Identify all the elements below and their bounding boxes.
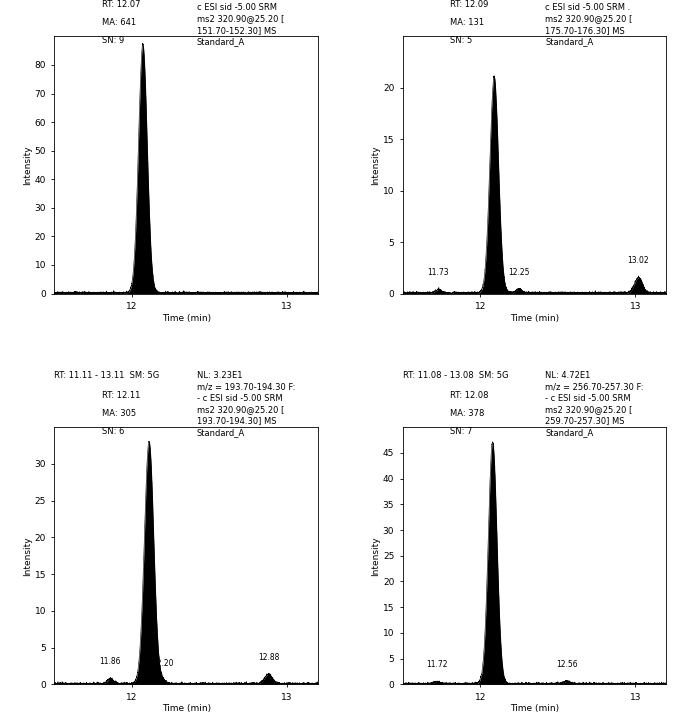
Text: 12.20: 12.20 (152, 659, 174, 668)
Text: 12.56: 12.56 (556, 660, 578, 669)
Text: SN: 6: SN: 6 (102, 427, 124, 436)
Text: 11.86: 11.86 (99, 657, 121, 666)
Text: SN: 7: SN: 7 (450, 427, 473, 436)
Text: 12.88: 12.88 (258, 653, 279, 662)
Text: MA: 305: MA: 305 (102, 409, 136, 418)
Text: 13.02: 13.02 (628, 256, 649, 265)
Text: MA: 131: MA: 131 (450, 18, 484, 28)
Text: SN: 9: SN: 9 (102, 36, 124, 45)
Y-axis label: Intensity: Intensity (23, 536, 32, 576)
Text: 11.73: 11.73 (428, 268, 449, 277)
X-axis label: Time (min): Time (min) (510, 705, 559, 713)
Text: NL: 2.11E1
m/z = 175.70-176.30 F: -
c ESI sid -5.00 SRM .
ms2 320.90@25.20 [
175: NL: 2.11E1 m/z = 175.70-176.30 F: - c ES… (545, 0, 649, 46)
Text: 12.25: 12.25 (508, 268, 530, 277)
Y-axis label: Intensity: Intensity (371, 145, 380, 185)
Text: RT: 12.09: RT: 12.09 (450, 1, 488, 9)
Text: RT: 11.08 - 13.08  SM: 5G: RT: 11.08 - 13.08 SM: 5G (403, 371, 508, 379)
Text: RT: 12.07: RT: 12.07 (102, 1, 140, 9)
Text: RT: 11.11 - 13.11  SM: 5G: RT: 11.11 - 13.11 SM: 5G (54, 371, 160, 379)
Text: NL: 3.23E1
m/z = 193.70-194.30 F:
- c ESI sid -5.00 SRM
ms2 320.90@25.20 [
193.7: NL: 3.23E1 m/z = 193.70-194.30 F: - c ES… (197, 371, 295, 437)
X-axis label: Time (min): Time (min) (510, 314, 559, 323)
Text: NL: 8.71E1
m/z = 151.70-152.30 F: -
c ESI sid -5.00 SRM
ms2 320.90@25.20 [
151.7: NL: 8.71E1 m/z = 151.70-152.30 F: - c ES… (197, 0, 301, 46)
Text: 11.72: 11.72 (426, 660, 447, 670)
Text: SN: 5: SN: 5 (450, 36, 473, 45)
Y-axis label: Intensity: Intensity (371, 536, 380, 576)
Text: MA: 641: MA: 641 (102, 18, 136, 28)
X-axis label: Time (min): Time (min) (162, 705, 211, 713)
Y-axis label: Intensity: Intensity (23, 145, 32, 185)
Text: MA: 378: MA: 378 (450, 409, 484, 418)
Text: RT: 12.08: RT: 12.08 (450, 391, 489, 400)
X-axis label: Time (min): Time (min) (162, 314, 211, 323)
Text: NL: 4.72E1
m/z = 256.70-257.30 F:
- c ESI sid -5.00 SRM
ms2 320.90@25.20 [
259.7: NL: 4.72E1 m/z = 256.70-257.30 F: - c ES… (545, 371, 643, 437)
Text: RT: 12.11: RT: 12.11 (102, 391, 140, 400)
